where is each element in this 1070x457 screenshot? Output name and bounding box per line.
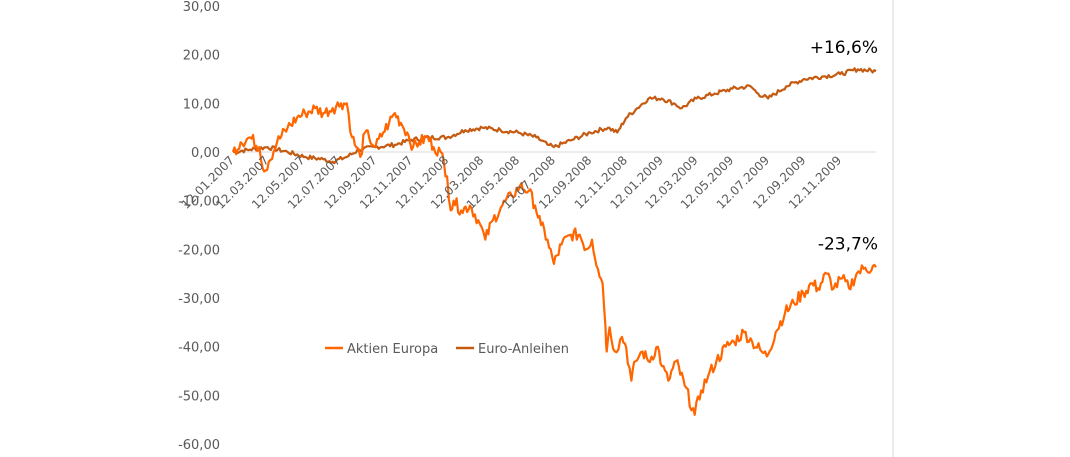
y-tick-label: -20,00: [178, 243, 220, 258]
y-tick-label: -40,00: [178, 341, 220, 356]
legend-label: Euro-Anleihen: [478, 342, 569, 357]
legend: Aktien Europa Euro-Anleihen: [325, 342, 569, 357]
y-tick-label: -30,00: [178, 292, 220, 307]
y-tick-label: -60,00: [178, 438, 220, 453]
end-value-annotation: +16,6%: [810, 38, 878, 58]
end-value-annotation: -23,7%: [818, 234, 878, 254]
y-axis: 30,00 20,00 10,00 0,00 -10,00 -20,00 -30,00 -40…: [178, 0, 220, 453]
annotations: +16,6% -23,7%: [810, 38, 878, 254]
y-tick-label: -50,00: [178, 389, 220, 404]
y-tick-label: 0,00: [191, 146, 220, 161]
y-tick-label: 20,00: [183, 49, 220, 64]
y-tick-label: -10,00: [178, 195, 220, 210]
y-tick-label: 30,00: [183, 0, 220, 15]
legend-label: Aktien Europa: [347, 342, 438, 357]
series-line-euro-anleihen: [232, 67, 877, 165]
x-axis: 12.01.200712.03.200712.05.200712.07.2007…: [179, 153, 845, 211]
series-line-aktien-europa: [231, 101, 877, 416]
y-tick-label: 10,00: [183, 97, 220, 112]
series-layer: [231, 67, 877, 416]
